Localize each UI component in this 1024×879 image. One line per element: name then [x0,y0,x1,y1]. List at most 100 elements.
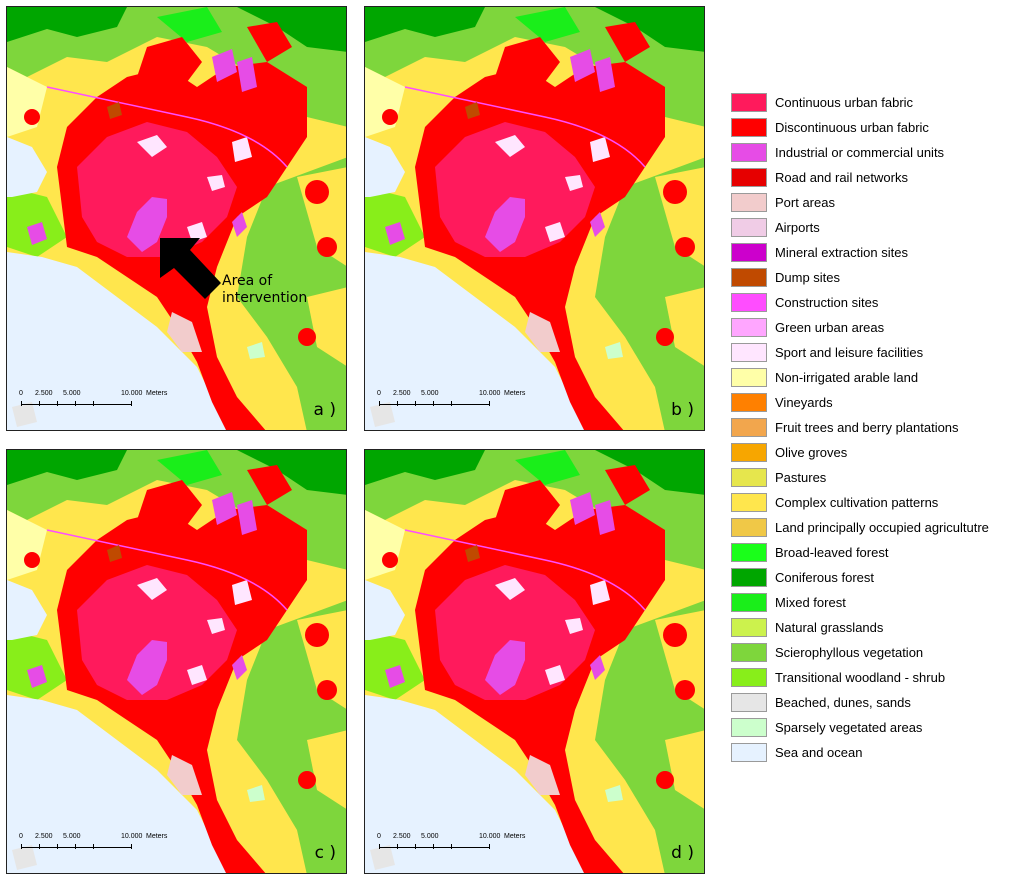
scale-label: 0 [19,390,23,397]
scale-tick [415,844,416,849]
scale-line [21,847,131,848]
legend-swatch [731,193,767,212]
scale-label: 10.000 [121,833,143,840]
scale-tick [433,844,434,849]
legend-label: Mixed forest [775,595,846,610]
legend-item: Mineral extraction sites [731,240,1021,265]
intervention-arrow [155,233,225,303]
area-of-intervention-label: Area of intervention [222,273,308,306]
scale-line [379,404,489,405]
panel-label-a: a ) [313,400,336,420]
panel-label-d: d ) [671,843,694,863]
legend-item: Scierophyllous vegetation [731,640,1021,665]
legend-item: Transitional woodland - shrub [731,665,1021,690]
scale-tick [21,401,22,406]
scale-tick [39,401,40,406]
scale-label: 0 [19,833,23,840]
legend-label: Broad-leaved forest [775,545,889,560]
map-legend: Continuous urban fabric Discontinuous urb… [731,90,1021,765]
scale-tick [379,844,380,849]
legend-item: Beached, dunes, sands [731,690,1021,715]
scale-tick [75,844,76,849]
legend-item: Land principally occupied agricultutre [731,515,1021,540]
legend-swatch [731,368,767,387]
panel-label-c: c ) [314,843,336,863]
scale-line [21,404,131,405]
scale-bar: 0 2.500 5.000 10.000 Meters [17,833,177,859]
legend-label: Coniferous forest [775,570,874,585]
scale-tick [397,844,398,849]
map-panel-b: 0 2.500 5.000 10.000 Meters b ) [364,6,705,431]
legend-label: Industrial or commercial units [775,145,945,160]
legend-label: Mineral extraction sites [775,245,908,260]
legend-swatch [731,243,767,262]
legend-swatch [731,293,767,312]
map-panel-c: 0 2.500 5.000 10.000 Meters c ) [6,449,347,874]
legend-swatch [731,443,767,462]
legend-item: Sparsely vegetated areas [731,715,1021,740]
scale-label: Meters [146,833,168,840]
scale-tick [379,401,380,406]
legend-label: Transitional woodland - shrub [775,670,946,685]
legend-swatch [731,568,767,587]
scale-label: 10.000 [479,390,501,397]
scale-tick [39,844,40,849]
legend-label: Green urban areas [775,320,885,335]
legend-label: Discontinuous urban fabric [775,120,929,135]
legend-label: Airports [775,220,820,235]
scale-tick [57,401,58,406]
scale-label: Meters [146,390,168,397]
scale-tick [433,401,434,406]
legend-swatch [731,593,767,612]
scale-tick [75,401,76,406]
legend-item: Continuous urban fabric [731,90,1021,115]
legend-item: Airports [731,215,1021,240]
legend-swatch [731,543,767,562]
legend-item: Dump sites [731,265,1021,290]
scale-label: 0 [377,833,381,840]
legend-swatch [731,743,767,762]
legend-item: Broad-leaved forest [731,540,1021,565]
scale-label: 0 [377,390,381,397]
legend-label: Sparsely vegetated areas [775,720,923,735]
legend-item: Non-irrigated arable land [731,365,1021,390]
legend-swatch [731,143,767,162]
legend-item: Port areas [731,190,1021,215]
legend-label: Olive groves [775,445,848,460]
scale-label: 10.000 [479,833,501,840]
scale-bar: 0 2.500 5.000 10.000 Meters [375,390,535,416]
legend-swatch [731,343,767,362]
legend-item: Industrial or commercial units [731,140,1021,165]
legend-swatch [731,718,767,737]
scale-tick [21,844,22,849]
legend-label: Fruit trees and berry plantations [775,420,959,435]
legend-label: Pastures [775,470,827,485]
land-cover-map [7,450,346,873]
legend-item: Mixed forest [731,590,1021,615]
scale-bar: 0 2.500 5.000 10.000 Meters [17,390,177,416]
legend-item: Sea and ocean [731,740,1021,765]
legend-swatch [731,393,767,412]
scale-label: 2.500 [35,833,53,840]
legend-label: Road and rail networks [775,170,908,185]
panel-label-b: b ) [671,400,694,420]
scale-tick [57,844,58,849]
legend-item: Olive groves [731,440,1021,465]
legend-label: Dump sites [775,270,841,285]
legend-swatch [731,668,767,687]
legend-swatch [731,693,767,712]
legend-label: Scierophyllous vegetation [775,645,924,660]
scale-tick [131,401,132,406]
legend-label: Beached, dunes, sands [775,695,911,710]
legend-label: Sport and leisure facilities [775,345,924,360]
legend-item: Discontinuous urban fabric [731,115,1021,140]
scale-label: 5.000 [63,390,81,397]
scale-label: Meters [504,833,526,840]
scale-bar: 0 2.500 5.000 10.000 Meters [375,833,535,859]
legend-swatch [731,418,767,437]
legend-swatch [731,643,767,662]
legend-swatch [731,318,767,337]
legend-item: Green urban areas [731,315,1021,340]
legend-label: Non-irrigated arable land [775,370,919,385]
legend-label: Natural grasslands [775,620,884,635]
